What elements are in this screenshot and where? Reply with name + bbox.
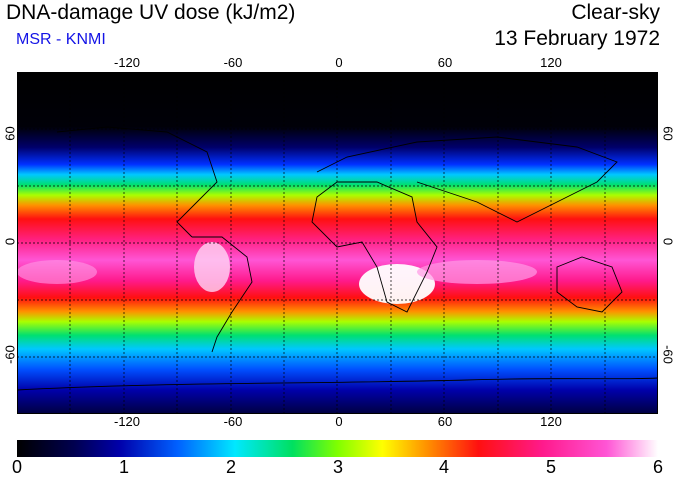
- antarctica-coast: [17, 377, 658, 391]
- africa-coast: [311, 181, 438, 313]
- credit-label: MSR - KNMI: [16, 31, 106, 48]
- sky-condition-label: Clear-sky: [571, 1, 660, 24]
- lon-tick-bottom: 60: [437, 414, 453, 429]
- lat-tick-left: 0: [2, 237, 18, 246]
- lon-tick-bottom: -120: [113, 414, 141, 429]
- lat-tick-left: -60: [2, 345, 18, 364]
- indian-ocean-patch: [417, 260, 537, 284]
- lon-tick-bottom: 0: [335, 414, 343, 429]
- lat-tick-left: 60: [2, 126, 18, 141]
- colorbar-label: 2: [225, 457, 237, 477]
- map-frame: [17, 72, 658, 414]
- australia-coast: [556, 256, 623, 313]
- graticule: [17, 72, 658, 414]
- colorbar: [17, 440, 658, 457]
- lon-tick-top: 120: [540, 55, 562, 70]
- map-title: DNA-damage UV dose (kJ/m2): [6, 1, 296, 24]
- pacific-patch: [17, 260, 97, 284]
- lat-tick-right: -60: [660, 345, 676, 364]
- colorbar-label: 5: [545, 457, 557, 477]
- lon-tick-top: -60: [223, 55, 243, 70]
- lat-tick-right: 0: [660, 237, 676, 246]
- lon-tick-top: 60: [437, 55, 453, 70]
- date-label: 13 February 1972: [494, 27, 660, 50]
- colorbar-gradient: [17, 440, 658, 457]
- uv-dose-map: [17, 72, 658, 414]
- lon-tick-bottom: 120: [540, 414, 562, 429]
- coastlines: [17, 126, 658, 391]
- lon-tick-top: -120: [113, 55, 141, 70]
- colorbar-label: 4: [438, 457, 450, 477]
- lon-tick-bottom: -60: [223, 414, 243, 429]
- lon-tick-top: 0: [335, 55, 343, 70]
- south-america-coast: [192, 236, 253, 353]
- colorbar-label: 6: [652, 457, 664, 477]
- eurasia-coast: [316, 136, 618, 223]
- north-america-coast: [56, 126, 218, 238]
- colorbar-label: 1: [118, 457, 130, 477]
- colorbar-label: 0: [11, 457, 23, 477]
- lat-tick-right: 60: [660, 126, 676, 141]
- south-america-patch: [194, 242, 230, 292]
- colorbar-label: 3: [332, 457, 344, 477]
